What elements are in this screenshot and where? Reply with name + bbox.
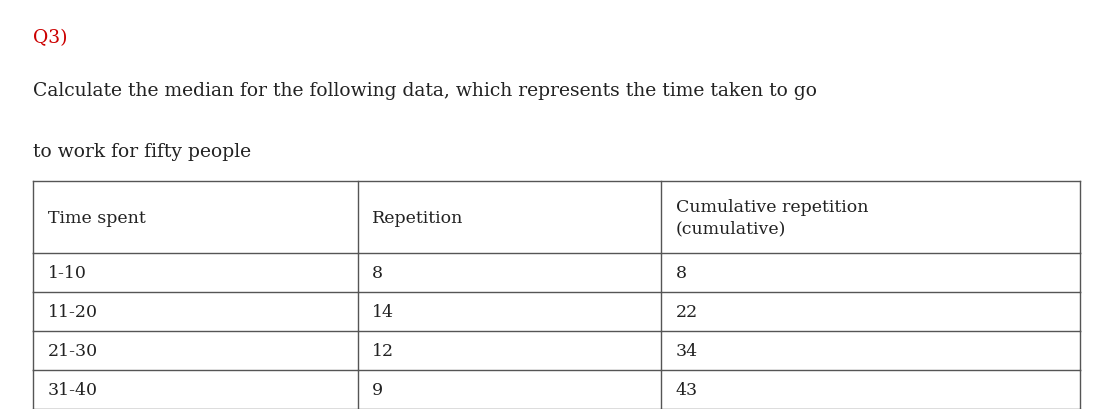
Text: Cumulative repetition
(cumulative): Cumulative repetition (cumulative)	[676, 199, 868, 237]
Text: Repetition: Repetition	[372, 209, 463, 226]
Text: Calculate the median for the following data, which represents the time taken to : Calculate the median for the following d…	[33, 82, 817, 100]
Text: 9: 9	[372, 381, 383, 398]
Text: Q3): Q3)	[33, 29, 68, 47]
Text: 11-20: 11-20	[48, 303, 98, 320]
Text: Time spent: Time spent	[48, 209, 146, 226]
Text: 21-30: 21-30	[48, 342, 98, 359]
Text: to work for fifty people: to work for fifty people	[33, 143, 252, 161]
Text: 43: 43	[676, 381, 698, 398]
Text: 1-10: 1-10	[48, 265, 87, 281]
Text: 22: 22	[676, 303, 698, 320]
Text: 12: 12	[372, 342, 394, 359]
Text: 8: 8	[676, 265, 687, 281]
Text: 31-40: 31-40	[48, 381, 98, 398]
Text: 34: 34	[676, 342, 698, 359]
Text: 14: 14	[372, 303, 394, 320]
Text: 8: 8	[372, 265, 383, 281]
